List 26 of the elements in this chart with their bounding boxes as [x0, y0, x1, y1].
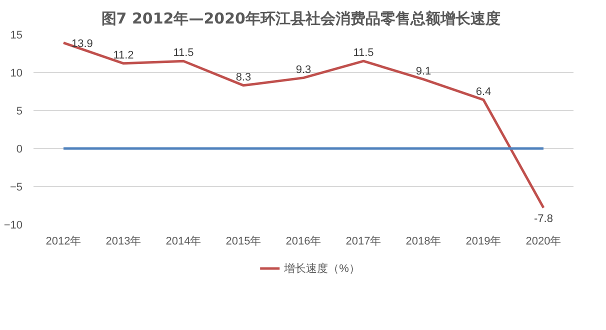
data-label: 11.5	[353, 47, 374, 60]
data-label: 9.3	[296, 64, 312, 76]
legend-label: 增长速度（%）	[284, 262, 360, 276]
y-tick-label: 15	[10, 30, 23, 42]
data-label: 13.9	[72, 38, 93, 50]
y-tick-label: −10	[4, 220, 23, 232]
data-label: 8.3	[236, 71, 252, 84]
x-tick-label: 2019年	[466, 236, 502, 248]
y-tick-label: 5	[16, 106, 23, 118]
y-tick-label: −5	[10, 182, 23, 194]
x-tick-label: 2012年	[46, 236, 82, 248]
data-label: 11.5	[173, 47, 194, 60]
x-tick-label: 2017年	[346, 236, 382, 248]
data-label: 9.1	[416, 65, 432, 78]
x-tick-label: 2018年	[406, 236, 442, 248]
x-tick-label: 2016年	[286, 236, 322, 248]
y-tick-label: 10	[10, 68, 23, 80]
y-tick-label: 0	[16, 144, 23, 156]
chart-title: 图7 2012年—2020年环江县社会消费品零售总额增长速度	[101, 10, 500, 28]
x-tick-label: 2014年	[166, 236, 202, 248]
x-tick-label: 2013年	[106, 236, 142, 248]
x-tick-label: 2015年	[226, 236, 262, 248]
x-tick-label: 2020年	[526, 236, 562, 248]
data-label: 6.4	[476, 86, 492, 98]
data-label: 11.2	[113, 49, 134, 62]
data-label: -7.8	[534, 212, 553, 225]
